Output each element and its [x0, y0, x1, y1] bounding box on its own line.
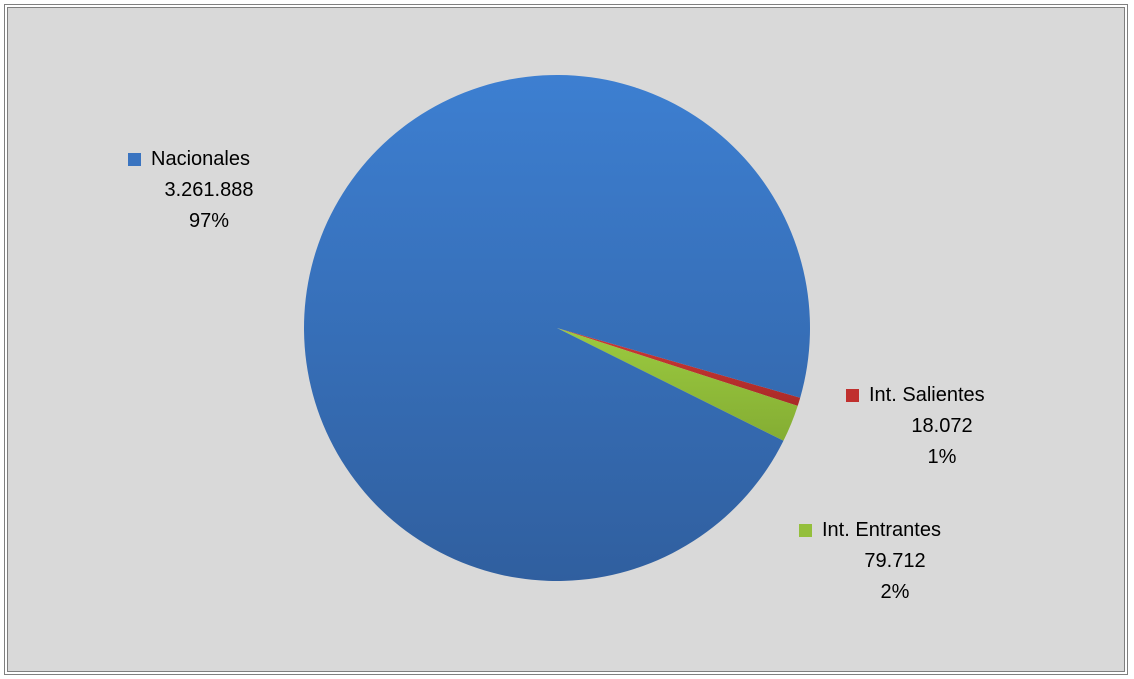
salientes-percent: 1%	[927, 446, 957, 468]
nacionales-value: 3.261.888	[164, 179, 254, 201]
entrantes-value: 79.712	[864, 550, 926, 572]
entrantes-legend-key	[799, 524, 812, 537]
entrantes-percent: 2%	[880, 581, 910, 603]
pie-slice-salientes	[557, 328, 801, 406]
pie-slices	[304, 74, 811, 581]
nacionales-legend-key	[128, 153, 141, 166]
label-entrantes-name-row: Int. Entrantes	[799, 515, 979, 546]
label-nacionales: Nacionales 3.261.888 97%	[128, 144, 278, 237]
nacionales-name: Nacionales	[151, 148, 250, 170]
salientes-legend-key	[846, 389, 859, 402]
salientes-name: Int. Salientes	[869, 384, 985, 406]
pie-slice-nacionales	[304, 74, 811, 581]
pie-slice-entrantes	[557, 328, 798, 441]
nacionales-percent: 97%	[188, 210, 230, 232]
label-nacionales-name-row: Nacionales	[128, 144, 278, 175]
entrantes-name: Int. Entrantes	[822, 519, 941, 541]
label-salientes: Int. Salientes 18.072 1%	[846, 380, 1026, 473]
label-salientes-name-row: Int. Salientes	[846, 380, 1026, 411]
label-entrantes: Int. Entrantes 79.712 2%	[799, 515, 979, 608]
salientes-value: 18.072	[911, 415, 973, 437]
